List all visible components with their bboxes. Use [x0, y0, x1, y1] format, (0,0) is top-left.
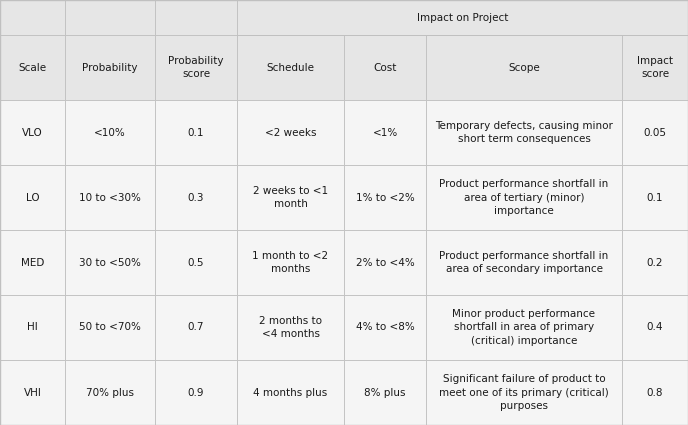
- Bar: [0, 230, 65, 295]
- Text: 8% plus: 8% plus: [364, 388, 406, 397]
- Bar: [622, 100, 688, 165]
- Text: 0.8: 0.8: [647, 388, 663, 397]
- Text: LO: LO: [25, 193, 39, 202]
- Bar: [426, 230, 622, 295]
- Text: 4 months plus: 4 months plus: [253, 388, 327, 397]
- Bar: [65, 165, 155, 230]
- Bar: [155, 100, 237, 165]
- Bar: [237, 100, 344, 165]
- Bar: [426, 295, 622, 360]
- Bar: [0, 360, 65, 425]
- Text: <1%: <1%: [372, 128, 398, 138]
- Bar: [237, 295, 344, 360]
- Text: 0.05: 0.05: [643, 128, 667, 138]
- Text: 0.3: 0.3: [188, 193, 204, 202]
- Text: 0.1: 0.1: [647, 193, 663, 202]
- Text: Temporary defects, causing minor
short term consequences: Temporary defects, causing minor short t…: [435, 121, 613, 144]
- Bar: [426, 100, 622, 165]
- Bar: [155, 230, 237, 295]
- Bar: [622, 165, 688, 230]
- Text: 2 months to
<4 months: 2 months to <4 months: [259, 316, 322, 339]
- Text: <2 weeks: <2 weeks: [265, 128, 316, 138]
- Bar: [0, 100, 65, 165]
- Text: Significant failure of product to
meet one of its primary (critical)
purposes: Significant failure of product to meet o…: [439, 374, 609, 411]
- Text: VHI: VHI: [23, 388, 41, 397]
- Text: Probability
score: Probability score: [169, 56, 224, 79]
- Text: Product performance shortfall in
area of secondary importance: Product performance shortfall in area of…: [440, 251, 609, 274]
- Text: 0.7: 0.7: [188, 323, 204, 332]
- Text: 1% to <2%: 1% to <2%: [356, 193, 414, 202]
- Bar: [426, 165, 622, 230]
- Bar: [344, 360, 426, 425]
- Bar: [65, 0, 155, 35]
- Bar: [344, 230, 426, 295]
- Text: 4% to <8%: 4% to <8%: [356, 323, 414, 332]
- Bar: [426, 35, 622, 100]
- Bar: [344, 35, 426, 100]
- Bar: [155, 35, 237, 100]
- Text: 0.4: 0.4: [647, 323, 663, 332]
- Text: Scope: Scope: [508, 62, 540, 73]
- Text: MED: MED: [21, 258, 44, 267]
- Bar: [622, 360, 688, 425]
- Text: 2 weeks to <1
month: 2 weeks to <1 month: [253, 186, 328, 209]
- Bar: [344, 100, 426, 165]
- Bar: [237, 35, 344, 100]
- Bar: [237, 165, 344, 230]
- Text: Minor product performance
shortfall in area of primary
(critical) importance: Minor product performance shortfall in a…: [453, 309, 596, 346]
- Text: Product performance shortfall in
area of tertiary (minor)
importance: Product performance shortfall in area of…: [440, 179, 609, 216]
- Text: Cost: Cost: [374, 62, 397, 73]
- Text: Scale: Scale: [19, 62, 47, 73]
- Bar: [622, 35, 688, 100]
- Bar: [65, 230, 155, 295]
- Bar: [344, 295, 426, 360]
- Bar: [237, 0, 688, 35]
- Bar: [237, 230, 344, 295]
- Text: HI: HI: [27, 323, 38, 332]
- Text: 0.2: 0.2: [647, 258, 663, 267]
- Text: 0.5: 0.5: [188, 258, 204, 267]
- Text: 50 to <70%: 50 to <70%: [79, 323, 141, 332]
- Text: Schedule: Schedule: [266, 62, 314, 73]
- Text: 10 to <30%: 10 to <30%: [79, 193, 141, 202]
- Text: VLO: VLO: [22, 128, 43, 138]
- Text: 70% plus: 70% plus: [86, 388, 134, 397]
- Bar: [155, 165, 237, 230]
- Text: 1 month to <2
months: 1 month to <2 months: [252, 251, 329, 274]
- Bar: [65, 295, 155, 360]
- Text: 2% to <4%: 2% to <4%: [356, 258, 414, 267]
- Bar: [0, 0, 65, 35]
- Bar: [65, 360, 155, 425]
- Bar: [65, 100, 155, 165]
- Bar: [0, 295, 65, 360]
- Bar: [622, 295, 688, 360]
- Text: Impact on Project: Impact on Project: [417, 12, 508, 23]
- Bar: [155, 360, 237, 425]
- Bar: [65, 35, 155, 100]
- Text: 0.9: 0.9: [188, 388, 204, 397]
- Bar: [155, 0, 237, 35]
- Bar: [155, 295, 237, 360]
- Bar: [426, 360, 622, 425]
- Bar: [0, 35, 65, 100]
- Text: 30 to <50%: 30 to <50%: [79, 258, 141, 267]
- Bar: [0, 165, 65, 230]
- Bar: [237, 360, 344, 425]
- Text: 0.1: 0.1: [188, 128, 204, 138]
- Text: Impact
score: Impact score: [637, 56, 673, 79]
- Bar: [344, 165, 426, 230]
- Text: <10%: <10%: [94, 128, 126, 138]
- Text: Probability: Probability: [83, 62, 138, 73]
- Bar: [622, 230, 688, 295]
